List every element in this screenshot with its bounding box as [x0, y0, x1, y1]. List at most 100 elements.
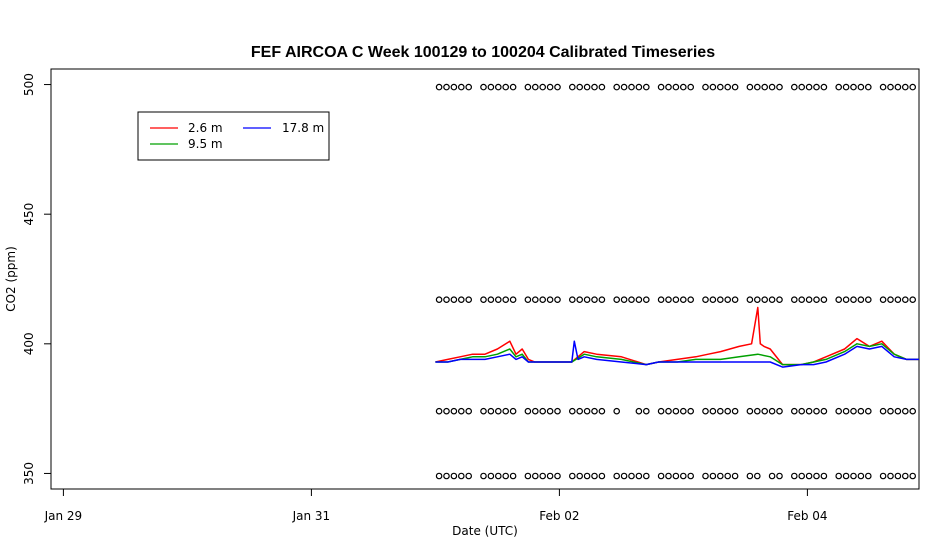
marker-point	[842, 296, 850, 304]
marker-point	[591, 472, 598, 480]
marker-point	[480, 407, 487, 415]
plot-frame	[50, 68, 920, 490]
y-tick-label: 400	[22, 332, 36, 355]
marker-point	[509, 472, 517, 480]
marker-point	[665, 296, 672, 304]
marker-point	[591, 407, 598, 415]
marker-point	[835, 83, 843, 91]
marker-point	[857, 296, 865, 304]
marker-point	[642, 407, 650, 415]
marker-point	[835, 296, 843, 304]
marker-point	[724, 83, 732, 91]
marker-point	[539, 296, 547, 304]
marker-point	[494, 407, 502, 415]
marker-point	[502, 83, 510, 91]
marker-point	[768, 407, 776, 415]
marker-point	[665, 407, 672, 415]
marker-point	[480, 296, 487, 304]
marker-point	[531, 472, 539, 480]
marker-point	[901, 296, 909, 304]
marker-point	[576, 296, 584, 304]
marker-point	[768, 472, 776, 480]
legend-label-2.6m: 2.6 m	[188, 121, 223, 135]
marker-point	[642, 472, 650, 480]
marker-point	[879, 407, 887, 415]
marker-point	[798, 472, 806, 480]
marker-point	[850, 296, 857, 304]
marker-point	[820, 296, 828, 304]
marker-point	[790, 83, 798, 91]
marker-point	[450, 407, 458, 415]
marker-point	[598, 296, 606, 304]
marker-point	[768, 296, 776, 304]
marker-point	[583, 83, 591, 91]
marker-point	[687, 472, 695, 480]
marker-point	[443, 407, 450, 415]
marker-point	[591, 296, 598, 304]
marker-point	[813, 407, 820, 415]
marker-point	[702, 83, 709, 91]
marker-point	[679, 296, 687, 304]
marker-point	[901, 472, 909, 480]
marker-point	[724, 472, 732, 480]
marker-point	[709, 296, 717, 304]
marker-point	[576, 472, 584, 480]
marker-point	[635, 472, 643, 480]
marker-point	[657, 83, 665, 91]
marker-point	[887, 472, 894, 480]
marker-point	[687, 296, 695, 304]
marker-point	[435, 83, 443, 91]
marker-point	[798, 296, 806, 304]
marker-point	[465, 83, 473, 91]
marker-point	[598, 472, 606, 480]
marker-point	[716, 296, 724, 304]
marker-point	[753, 83, 761, 91]
marker-point	[746, 83, 754, 91]
marker-point	[457, 296, 465, 304]
marker-point	[709, 407, 717, 415]
marker-point	[768, 83, 776, 91]
x-axis-label: Date (UTC)	[452, 524, 518, 538]
marker-point	[465, 472, 473, 480]
marker-point	[480, 83, 487, 91]
marker-point	[502, 407, 510, 415]
marker-point	[480, 472, 487, 480]
marker-point	[842, 472, 850, 480]
marker-point	[835, 407, 843, 415]
marker-point	[568, 407, 576, 415]
marker-point	[879, 472, 887, 480]
marker-point	[761, 83, 769, 91]
marker-rows	[435, 83, 917, 480]
marker-point	[657, 407, 665, 415]
marker-point	[731, 83, 739, 91]
marker-point	[731, 407, 739, 415]
marker-point	[554, 407, 561, 415]
marker-point	[805, 472, 813, 480]
marker-point	[820, 472, 828, 480]
marker-point	[864, 83, 872, 91]
marker-point	[635, 407, 643, 415]
series-line-17.8m	[435, 340, 919, 368]
marker-point	[457, 472, 465, 480]
marker-point	[568, 83, 576, 91]
marker-point	[909, 296, 917, 304]
x-tick-label: Feb 02	[539, 509, 579, 523]
marker-point	[850, 83, 857, 91]
marker-point	[709, 83, 717, 91]
marker-point	[672, 296, 680, 304]
marker-point	[805, 296, 813, 304]
marker-point	[820, 407, 828, 415]
marker-point	[620, 83, 628, 91]
marker-point	[702, 407, 709, 415]
marker-point	[435, 472, 443, 480]
marker-point	[842, 407, 850, 415]
marker-point	[776, 83, 783, 91]
marker-point	[753, 407, 761, 415]
marker-point	[457, 407, 465, 415]
marker-point	[450, 296, 458, 304]
marker-point	[879, 83, 887, 91]
marker-point	[494, 296, 502, 304]
marker-point	[642, 296, 650, 304]
y-tick-label: 350	[22, 462, 36, 485]
